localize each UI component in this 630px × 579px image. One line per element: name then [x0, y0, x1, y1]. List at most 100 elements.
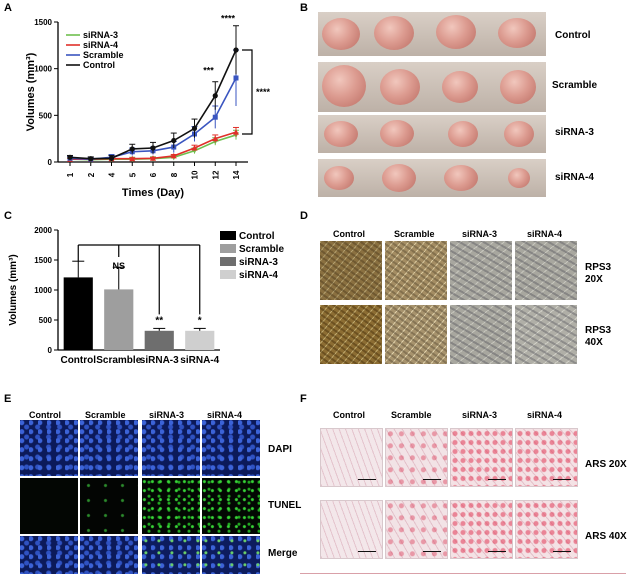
legend-label: siRNA-4: [83, 40, 118, 50]
legend-label: siRNA-4: [239, 270, 278, 281]
panel-label-a: A: [4, 2, 12, 14]
y-tick-label: 1500: [34, 18, 52, 27]
panel-label-f: F: [300, 393, 307, 405]
significance-label: ****: [221, 14, 236, 24]
data-point: [150, 145, 156, 151]
significance-bracket: [242, 49, 253, 135]
y-tick-label: 2000: [34, 226, 52, 235]
x-tick-label: 4: [108, 172, 117, 177]
x-tick-label: Scramble: [96, 355, 141, 366]
data-point: [170, 152, 177, 159]
data-point: [88, 156, 94, 162]
row-label-ars-40x: ARS 40X: [585, 531, 627, 542]
tunel-image: [20, 478, 78, 534]
tumor-image: [442, 71, 478, 103]
row-label-control: Control: [555, 30, 591, 41]
tumor-image: [380, 120, 414, 147]
x-tick-label: 6: [149, 172, 158, 177]
col-label-scramble: Scramble: [394, 229, 435, 239]
tumor-image: [448, 121, 478, 147]
tumor-image: [380, 69, 420, 105]
y-tick-label: 1000: [34, 65, 52, 74]
data-point: [212, 93, 218, 99]
x-tick-label: 1: [66, 172, 75, 177]
tumor-strip-control: [318, 12, 546, 56]
tunel-image: [80, 478, 138, 534]
dapi-image: [80, 420, 138, 476]
col-label-sirna3: siRNA-3: [149, 410, 185, 420]
data-point: [67, 154, 73, 160]
x-tick-label: 8: [170, 172, 179, 177]
row-label-merge: Merge: [268, 548, 298, 559]
y-tick-label: 0: [48, 346, 53, 355]
y-axis-title: Volumes (mm³): [8, 254, 19, 326]
x-tick-label: siRNA-3: [140, 355, 179, 366]
significance-label: ***: [203, 66, 214, 76]
legend-label: siRNA-3: [83, 30, 118, 40]
tumor-image: [374, 16, 414, 50]
y-tick-label: 500: [39, 316, 53, 325]
legend-label: Scramble: [83, 50, 124, 60]
col-label-control: Control: [333, 410, 365, 420]
row-label-line: RPS3: [585, 325, 612, 336]
col-label-scramble: Scramble: [85, 410, 126, 420]
significance-label: NS: [112, 261, 125, 271]
tumor-strip-scramble: [318, 62, 546, 112]
ars-image: [320, 500, 383, 559]
panel-label-b: B: [300, 2, 308, 14]
tunel-image: [142, 478, 200, 534]
y-axis-title: Volumes (mm³): [25, 52, 37, 131]
dapi-image: [202, 420, 260, 476]
ihc-image: [385, 241, 447, 300]
data-point: [108, 155, 115, 161]
row-label-dapi: DAPI: [268, 444, 292, 455]
ihc-image: [450, 241, 512, 300]
data-point: [191, 125, 198, 131]
col-label-scramble: Scramble: [391, 410, 432, 420]
ars-image: [450, 500, 513, 559]
legend-swatch: [220, 231, 236, 240]
x-tick-label: 10: [191, 170, 200, 179]
tumor-image: [324, 166, 354, 190]
data-point: [129, 146, 135, 152]
col-label-sirna3: siRNA-3: [462, 410, 498, 420]
ars-image: [385, 500, 448, 559]
tumor-image: [436, 15, 476, 49]
data-point: [150, 155, 156, 161]
tumor-image: [322, 18, 360, 50]
merge-image: [20, 536, 78, 574]
tumor-image: [382, 164, 416, 192]
ihc-image: [320, 305, 382, 364]
row-label-line: 40X: [585, 337, 603, 348]
row-label-sirna3: siRNA-3: [555, 127, 594, 138]
tumor-strip-sirna3: [318, 115, 546, 153]
ihc-image: [320, 241, 382, 300]
merge-image: [80, 536, 138, 574]
bar-scramble: [104, 289, 134, 350]
x-tick-label: 12: [211, 170, 220, 179]
bar-control: [63, 277, 93, 350]
y-tick-label: 1000: [34, 286, 52, 295]
col-label-control: Control: [29, 410, 61, 420]
row-label-rps3-40x: RPS3 40X: [585, 325, 611, 349]
data-point: [233, 47, 239, 53]
legend-swatch: [220, 257, 236, 266]
y-tick-label: 500: [39, 111, 53, 120]
legend-label: Scramble: [239, 244, 284, 255]
significance-label: **: [155, 315, 163, 326]
data-point: [191, 145, 198, 151]
x-axis-title: Times (Day): [122, 187, 184, 199]
tumor-image: [322, 65, 366, 107]
data-point: [233, 75, 239, 81]
x-tick-label: 2: [87, 172, 96, 177]
col-label-sirna4: siRNA-4: [527, 410, 563, 420]
ars-image: [450, 428, 513, 487]
tumor-image: [444, 165, 478, 191]
row-label-rps3-20x: RPS3 20X: [585, 262, 611, 286]
significance-label: ****: [256, 87, 271, 97]
tumor-image: [498, 18, 536, 48]
row-label-line: RPS3: [585, 262, 612, 273]
y-tick-label: 1500: [34, 256, 52, 265]
panel-label-c: C: [4, 210, 12, 222]
